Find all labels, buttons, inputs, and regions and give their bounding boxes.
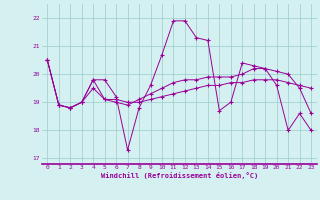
X-axis label: Windchill (Refroidissement éolien,°C): Windchill (Refroidissement éolien,°C)	[100, 172, 258, 179]
